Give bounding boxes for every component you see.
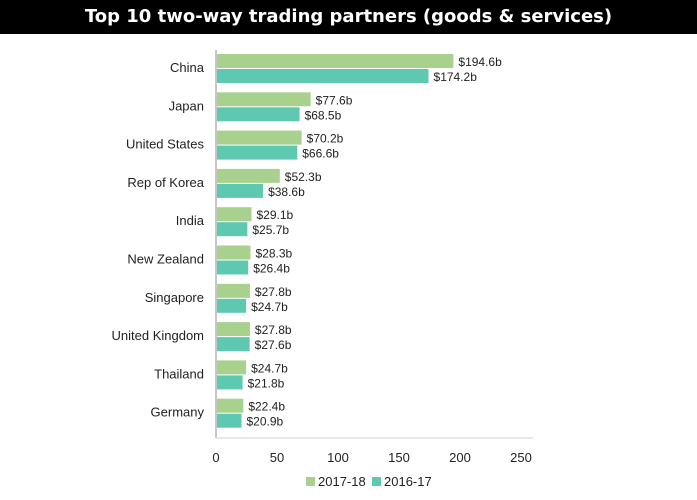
bar-2017-18 <box>217 130 302 145</box>
bar-2016-17 <box>217 69 429 83</box>
bar-value-label: $70.2b <box>307 132 344 146</box>
x-tick-label: 200 <box>449 450 471 465</box>
category-label: United Kingdom <box>112 328 205 343</box>
x-tick-label: 250 <box>510 450 532 465</box>
x-tick-label: 100 <box>327 450 349 465</box>
bar-value-label: $38.6b <box>268 185 305 199</box>
bar-2017-18 <box>217 207 252 222</box>
bar-2016-17 <box>217 413 242 428</box>
bar-2017-18 <box>217 283 250 298</box>
bar-value-label: $29.1b <box>257 208 294 222</box>
bar-2016-17 <box>217 260 249 275</box>
bar-value-label: $27.6b <box>255 338 292 352</box>
bar-value-label: $174.2b <box>434 70 478 84</box>
category-label: India <box>176 213 205 228</box>
bar-value-label: $194.6b <box>458 55 502 69</box>
category-label: United States <box>126 137 205 152</box>
bar-value-label: $24.7b <box>251 300 288 314</box>
bar-2017-18 <box>217 245 251 260</box>
bar-value-label: $28.3b <box>256 247 293 261</box>
bar-value-label: $25.7b <box>252 223 289 237</box>
bar-2016-17 <box>217 145 298 160</box>
bar-value-label: $20.9b <box>246 415 283 429</box>
x-tick-label: 150 <box>388 450 410 465</box>
bar-2016-17 <box>217 375 243 390</box>
bar-2016-17 <box>217 298 247 313</box>
category-label: Germany <box>151 405 205 420</box>
bar-value-label: $27.8b <box>255 285 292 299</box>
bar-2017-18 <box>217 54 454 68</box>
category-label: Rep of Korea <box>127 175 204 190</box>
bar-2017-18 <box>217 92 311 107</box>
bar-value-label: $27.8b <box>255 323 292 337</box>
x-tick-label: 50 <box>270 450 284 465</box>
bar-2016-17 <box>217 107 300 122</box>
bar-value-label: $77.6b <box>316 93 353 107</box>
bar-2017-18 <box>217 398 244 413</box>
bar-2016-17 <box>217 222 248 237</box>
category-label: New Zealand <box>127 252 204 267</box>
bar-value-label: $26.4b <box>253 262 290 276</box>
bar-2017-18 <box>217 360 247 375</box>
category-label: China <box>170 60 205 75</box>
legend-label: 2016-17 <box>384 474 432 489</box>
bar-2017-18 <box>217 322 250 337</box>
x-tick-label: 0 <box>212 450 219 465</box>
legend-swatch <box>372 477 381 486</box>
bar-2017-18 <box>217 168 280 183</box>
legend-swatch <box>306 477 315 486</box>
bar-2016-17 <box>217 183 264 198</box>
bar-value-label: $52.3b <box>285 170 322 184</box>
bar-value-label: $21.8b <box>248 376 285 390</box>
chart-title: Top 10 two-way trading partners (goods &… <box>0 0 697 34</box>
category-label: Thailand <box>154 366 204 381</box>
bar-value-label: $22.4b <box>248 400 285 414</box>
bar-value-label: $68.5b <box>305 108 342 122</box>
category-label: Japan <box>169 98 204 113</box>
legend-label: 2017-18 <box>318 474 366 489</box>
bar-value-label: $24.7b <box>251 361 288 375</box>
category-label: Singapore <box>145 290 204 305</box>
bar-value-label: $66.6b <box>302 147 339 161</box>
bar-2016-17 <box>217 337 250 352</box>
